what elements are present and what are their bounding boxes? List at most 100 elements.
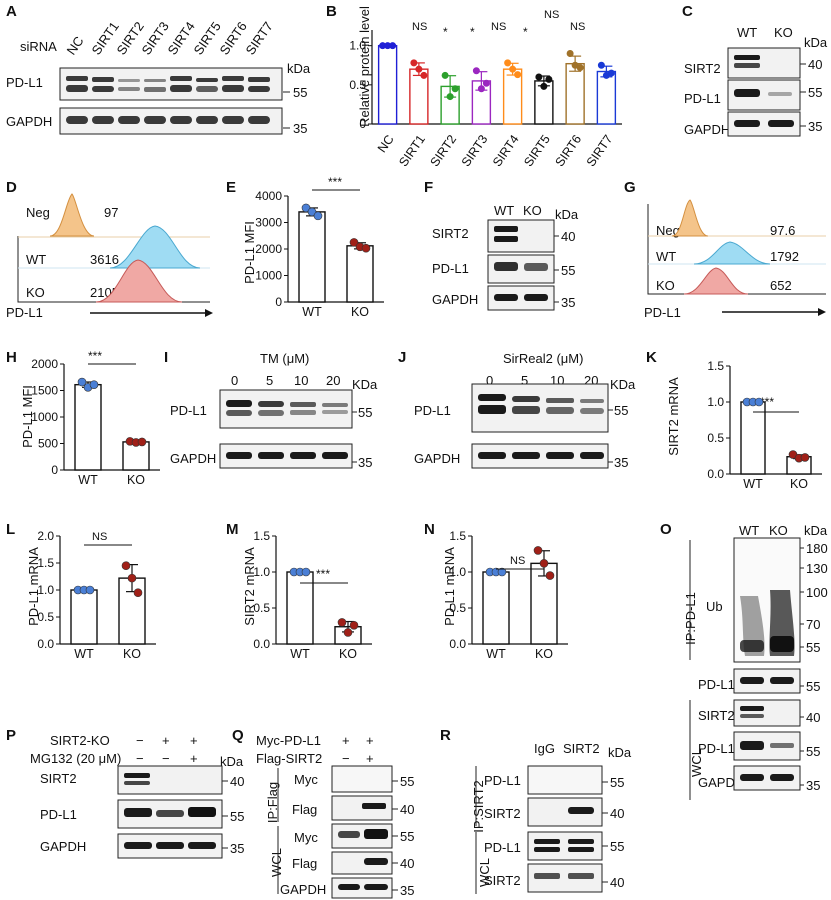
- panel-letter-g: G: [624, 179, 636, 196]
- mw-marker: 130: [806, 561, 828, 576]
- sig-label: NS: [544, 9, 560, 21]
- band-label: PD-L1: [6, 75, 43, 90]
- mw-marker: 40: [806, 710, 821, 725]
- x-tick-label: KO: [339, 647, 357, 661]
- data-point: [313, 211, 323, 221]
- band-label: PD-L1: [698, 741, 735, 756]
- data-point: [89, 380, 99, 389]
- data-point: [446, 93, 454, 101]
- panel-letter-o: O: [660, 521, 672, 538]
- y-tick-label: 0.0: [37, 637, 54, 651]
- sign: +: [366, 751, 374, 766]
- mw-marker: 55: [358, 405, 373, 420]
- mw-marker: 40: [610, 806, 625, 821]
- flow-row-label: Neg: [26, 205, 50, 220]
- panel-letter-b: B: [326, 3, 337, 20]
- condition-label: MG132 (20 μM): [30, 751, 122, 766]
- mw-marker: 55: [400, 829, 415, 844]
- data-point: [566, 49, 574, 57]
- mw-marker: 55: [293, 85, 308, 100]
- lane-label: WT: [737, 25, 758, 40]
- y-tick-label: 1.0: [449, 565, 466, 579]
- y-tick-label: 1000: [31, 410, 58, 424]
- flow-value: 97: [104, 205, 119, 220]
- x-tick-label: KO: [790, 477, 808, 491]
- blot-pdl1: [59, 67, 283, 101]
- y-tick-label: 1.0: [707, 395, 724, 409]
- data-point: [441, 71, 449, 79]
- y-tick-label: 0.5: [707, 431, 724, 445]
- y-tick-label: 4000: [255, 189, 282, 203]
- data-point: [85, 585, 95, 595]
- mw-marker: 55: [561, 263, 576, 278]
- bar: [298, 211, 326, 303]
- sign: −: [136, 733, 144, 748]
- y-tick-label: 2000: [31, 357, 58, 371]
- mw-marker: 55: [808, 85, 823, 100]
- sig-label: *: [470, 25, 475, 39]
- data-point: [477, 85, 485, 93]
- data-point: [343, 628, 353, 637]
- band-label: SIRT2: [40, 771, 77, 786]
- y-tick-label: 0.5: [349, 78, 366, 92]
- data-point: [545, 571, 555, 580]
- sig-label: NS: [570, 21, 586, 33]
- y-tick-label: 1500: [31, 384, 58, 398]
- panel-letter-m: M: [226, 521, 239, 538]
- sign: +: [190, 733, 198, 748]
- sig-label: NS: [412, 21, 428, 33]
- flow-value: 97.6: [770, 223, 796, 238]
- data-point: [451, 85, 459, 93]
- data-point: [482, 79, 490, 87]
- data-point: [77, 377, 87, 387]
- mw-marker: 55: [610, 775, 625, 790]
- flow-value: 652: [770, 278, 792, 293]
- band-label: SIRT2: [684, 61, 721, 76]
- band-label: SIRT2: [484, 873, 521, 888]
- band-label: GAPDH: [6, 114, 53, 129]
- panel-letter-d: D: [6, 179, 17, 196]
- data-point: [540, 82, 548, 90]
- band-label: PD-L1: [170, 403, 207, 418]
- lane-label: KO: [769, 523, 788, 538]
- panel-letter-r: R: [440, 727, 451, 744]
- lane-label: 5: [521, 373, 529, 388]
- y-tick-label: 2000: [255, 242, 282, 256]
- panel-letter-h: H: [6, 349, 17, 366]
- mw-marker: 35: [400, 883, 415, 898]
- panel-letter-c: C: [682, 3, 693, 20]
- lane-label: 10: [294, 373, 309, 388]
- y-tick-label: 1.5: [253, 529, 270, 543]
- band-label: Flag: [292, 856, 318, 871]
- kda-unit: KDa: [352, 377, 378, 392]
- band-label: GAPDH: [684, 122, 731, 137]
- data-point: [301, 567, 311, 577]
- mw-marker: 35: [358, 455, 373, 470]
- band-label: GAPDH: [414, 451, 461, 466]
- band-label: PD-L1: [698, 677, 735, 692]
- y-tick-label: 0.0: [449, 637, 466, 651]
- mw-marker: 40: [808, 57, 823, 72]
- condition-label: SIRT2-KO: [50, 733, 110, 748]
- data-point: [349, 238, 359, 247]
- sig-label: *: [523, 25, 528, 39]
- panel-letter-j: J: [398, 349, 407, 366]
- sign: +: [342, 733, 350, 748]
- kda-unit: kDa: [220, 754, 244, 769]
- band-label: GAPDH: [170, 451, 217, 466]
- panel-letter-e: E: [226, 179, 237, 196]
- band-label: PD-L1: [484, 773, 521, 788]
- data-point: [545, 75, 553, 83]
- lane-label: SIRT2: [563, 741, 600, 756]
- band-label: PD-L1: [484, 840, 521, 855]
- data-point: [137, 437, 147, 447]
- band-label: GAPDH: [40, 839, 87, 854]
- flow-row-label: WT: [656, 249, 677, 264]
- sig-label: NS: [92, 531, 108, 543]
